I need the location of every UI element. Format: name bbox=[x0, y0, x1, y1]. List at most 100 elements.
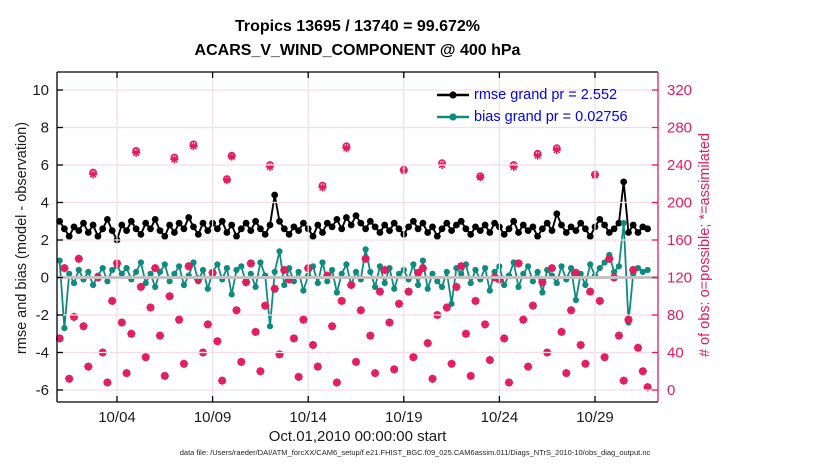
assimilated-marker bbox=[633, 343, 643, 352]
rmse-point bbox=[562, 229, 570, 236]
rmse-point bbox=[410, 217, 417, 225]
rmse-point bbox=[577, 219, 585, 227]
rmse-point bbox=[223, 229, 231, 236]
rmse-point bbox=[257, 225, 264, 233]
rmse-point bbox=[433, 232, 441, 240]
rmse-point bbox=[247, 227, 255, 235]
bias-point bbox=[644, 266, 651, 274]
assimilated-marker bbox=[103, 378, 112, 387]
rmse-point bbox=[376, 229, 384, 236]
assimilated-marker bbox=[342, 144, 351, 153]
assimilated-marker bbox=[375, 287, 384, 296]
bias-point bbox=[137, 259, 144, 266]
bias-point bbox=[472, 266, 479, 274]
plot-title: Tropics 13695 / 13740 = 99.672% bbox=[234, 18, 481, 35]
assimilated-marker bbox=[79, 322, 88, 331]
assimilated-marker bbox=[509, 162, 518, 171]
rmse-point bbox=[127, 217, 135, 225]
assimilated-marker bbox=[390, 365, 399, 374]
rmse-point bbox=[362, 225, 369, 233]
rmse-point bbox=[629, 221, 637, 229]
assimilated-marker bbox=[605, 254, 614, 263]
bias-point bbox=[429, 270, 436, 277]
left-tick-label: 8 bbox=[41, 120, 49, 137]
rmse-point bbox=[405, 223, 412, 231]
bias-point bbox=[281, 281, 288, 289]
assimilated-marker bbox=[256, 367, 265, 376]
x-tick-label: 10/24 bbox=[481, 409, 519, 426]
assimilated-marker bbox=[447, 359, 456, 368]
rmse-point bbox=[104, 216, 111, 223]
rmse-point bbox=[429, 223, 436, 231]
assimilated-marker bbox=[179, 359, 189, 368]
rmse-point bbox=[620, 178, 628, 186]
assimilated-marker bbox=[466, 371, 475, 381]
bias-point bbox=[133, 268, 140, 275]
assimilated-marker bbox=[222, 175, 232, 185]
left-tick-label: -4 bbox=[36, 345, 49, 362]
data-file-path: data file: /Users/raeder/DAI/ATM_forcXX/… bbox=[179, 448, 651, 457]
bias-point bbox=[204, 285, 211, 292]
bias-point bbox=[99, 265, 106, 272]
assimilated-marker bbox=[289, 334, 298, 343]
rmse-point bbox=[84, 229, 92, 236]
rmse-point bbox=[75, 227, 83, 235]
rmse-point bbox=[175, 219, 183, 227]
bias-point bbox=[367, 268, 374, 275]
assimilated-marker bbox=[571, 268, 580, 277]
assimilated-marker bbox=[523, 362, 533, 371]
rmse-point bbox=[328, 223, 336, 231]
rmse-point bbox=[390, 219, 398, 227]
rmse-point bbox=[285, 231, 293, 238]
bias-point bbox=[529, 278, 537, 285]
assimilated-marker bbox=[409, 353, 418, 362]
assimilated-marker bbox=[480, 320, 490, 329]
assimilated-marker bbox=[418, 264, 428, 273]
rmse-point bbox=[280, 225, 288, 233]
rmse-point bbox=[266, 221, 274, 229]
rmse-point bbox=[519, 221, 527, 229]
right-tick-label: 0 bbox=[667, 382, 675, 399]
assimilated-marker bbox=[241, 278, 251, 287]
assimilated-marker bbox=[619, 376, 628, 385]
bias-point bbox=[520, 270, 527, 277]
bias-point bbox=[266, 323, 274, 330]
assimilated-marker bbox=[547, 264, 557, 273]
assimilated-marker bbox=[442, 303, 451, 312]
rmse-point bbox=[199, 219, 207, 227]
right-tick-label: 320 bbox=[667, 82, 692, 99]
assimilated-marker bbox=[328, 322, 337, 331]
assimilated-marker bbox=[127, 329, 136, 338]
rmse-point bbox=[347, 221, 355, 229]
bias-point bbox=[587, 261, 594, 268]
assimilated-marker bbox=[514, 259, 523, 268]
rmse-point bbox=[419, 219, 427, 227]
bias-point bbox=[410, 261, 417, 268]
rmse-point bbox=[601, 221, 608, 229]
rmse-point bbox=[515, 229, 522, 236]
x-tick-label: 10/19 bbox=[385, 409, 423, 426]
right-tick-label: 160 bbox=[667, 232, 692, 249]
rmse-point bbox=[443, 219, 451, 227]
assimilated-marker bbox=[232, 306, 241, 315]
bias-point bbox=[147, 270, 154, 277]
legend-label-bias: bias grand pr = 0.02756 bbox=[474, 109, 628, 125]
bias-point bbox=[324, 278, 331, 285]
rmse-point bbox=[61, 225, 68, 233]
bias-point bbox=[90, 281, 97, 289]
rmse-point bbox=[529, 223, 537, 231]
right-tick-label: 40 bbox=[667, 345, 684, 362]
bias-point bbox=[252, 283, 259, 290]
bias-point bbox=[615, 263, 623, 270]
assimilated-marker bbox=[638, 367, 647, 376]
rmse-point bbox=[271, 191, 279, 199]
rmse-point bbox=[137, 231, 145, 238]
rmse-point bbox=[80, 219, 87, 227]
assimilated-marker bbox=[218, 376, 227, 385]
bias-point bbox=[180, 281, 187, 289]
bias-point bbox=[372, 283, 379, 290]
rmse-point bbox=[343, 214, 350, 221]
bias-point bbox=[223, 265, 230, 272]
rmse-point bbox=[366, 217, 374, 225]
